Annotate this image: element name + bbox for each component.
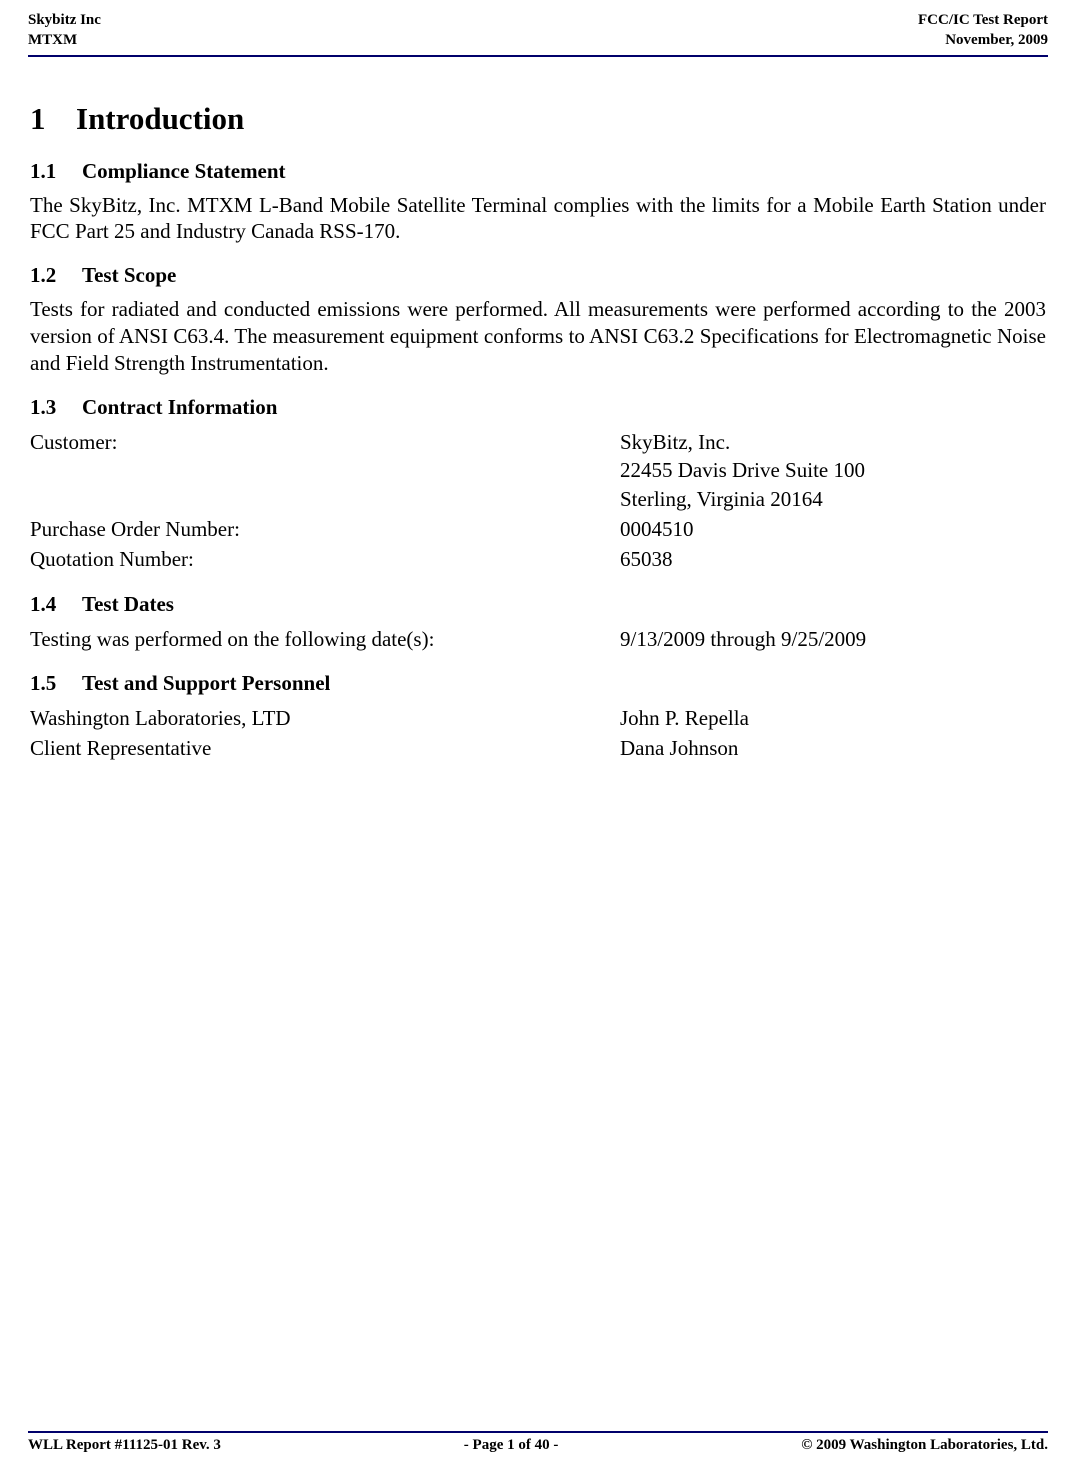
header-right: FCC/IC Test Report November, 2009 <box>918 10 1048 51</box>
page-footer: WLL Report #11125-01 Rev. 3 - Page 1 of … <box>28 1431 1048 1454</box>
section-1-4-title: Test Dates <box>82 592 174 616</box>
footer-rule <box>28 1431 1048 1433</box>
section-1-5-title: Test and Support Personnel <box>82 671 330 695</box>
header-report-type: FCC/IC Test Report <box>918 10 1048 30</box>
po-value: 0004510 <box>620 515 1046 543</box>
customer-row: Customer: SkyBitz, Inc. 22455 Davis Driv… <box>30 428 1046 513</box>
header-rule <box>28 55 1048 57</box>
section-1-heading: 1Introduction <box>30 101 1046 137</box>
page-header: Skybitz Inc MTXM FCC/IC Test Report Nove… <box>28 10 1048 55</box>
customer-city: Sterling, Virginia 20164 <box>620 485 1046 513</box>
quote-label: Quotation Number: <box>30 545 620 573</box>
section-1-1-number: 1.1 <box>30 159 82 184</box>
customer-name: SkyBitz, Inc. <box>620 428 1046 456</box>
section-1-2-heading: 1.2Test Scope <box>30 263 1046 288</box>
section-1-2-title: Test Scope <box>82 263 176 287</box>
po-label: Purchase Order Number: <box>30 515 620 543</box>
test-dates-value: 9/13/2009 through 9/25/2009 <box>620 625 1046 653</box>
section-1-number: 1 <box>30 101 76 137</box>
footer-report-number: WLL Report #11125-01 Rev. 3 <box>28 1437 221 1454</box>
po-row: Purchase Order Number: 0004510 <box>30 515 1046 543</box>
customer-street: 22455 Davis Drive Suite 100 <box>620 456 1046 484</box>
section-1-4-number: 1.4 <box>30 592 82 617</box>
customer-value: SkyBitz, Inc. 22455 Davis Drive Suite 10… <box>620 428 1046 513</box>
section-1-3-number: 1.3 <box>30 395 82 420</box>
section-1-2-number: 1.2 <box>30 263 82 288</box>
section-1-5-number: 1.5 <box>30 671 82 696</box>
content: 1Introduction 1.1Compliance Statement Th… <box>28 101 1048 763</box>
test-dates-row: Testing was performed on the following d… <box>30 625 1046 653</box>
section-1-3-title: Contract Information <box>82 395 277 419</box>
lab-label: Washington Laboratories, LTD <box>30 704 620 732</box>
client-rep-row: Client Representative Dana Johnson <box>30 734 1046 762</box>
quote-row: Quotation Number: 65038 <box>30 545 1046 573</box>
header-left: Skybitz Inc MTXM <box>28 10 101 51</box>
header-company: Skybitz Inc <box>28 10 101 30</box>
section-1-3-heading: 1.3Contract Information <box>30 395 1046 420</box>
customer-label: Customer: <box>30 428 620 513</box>
test-dates-label: Testing was performed on the following d… <box>30 625 620 653</box>
client-rep-value: Dana Johnson <box>620 734 1046 762</box>
section-1-5-heading: 1.5Test and Support Personnel <box>30 671 1046 696</box>
lab-value: John P. Repella <box>620 704 1046 732</box>
quote-value: 65038 <box>620 545 1046 573</box>
footer-page-number: - Page 1 of 40 - <box>464 1437 559 1454</box>
header-date: November, 2009 <box>918 30 1048 50</box>
section-1-1-heading: 1.1Compliance Statement <box>30 159 1046 184</box>
lab-row: Washington Laboratories, LTD John P. Rep… <box>30 704 1046 732</box>
client-rep-label: Client Representative <box>30 734 620 762</box>
section-1-title: Introduction <box>76 101 244 136</box>
section-1-1-body: The SkyBitz, Inc. MTXM L-Band Mobile Sat… <box>30 192 1046 246</box>
section-1-4-heading: 1.4Test Dates <box>30 592 1046 617</box>
section-1-2-body: Tests for radiated and conducted emissio… <box>30 296 1046 377</box>
footer-copyright: © 2009 Washington Laboratories, Ltd. <box>801 1437 1048 1454</box>
footer-row: WLL Report #11125-01 Rev. 3 - Page 1 of … <box>28 1437 1048 1454</box>
header-model: MTXM <box>28 30 101 50</box>
section-1-1-title: Compliance Statement <box>82 159 286 183</box>
